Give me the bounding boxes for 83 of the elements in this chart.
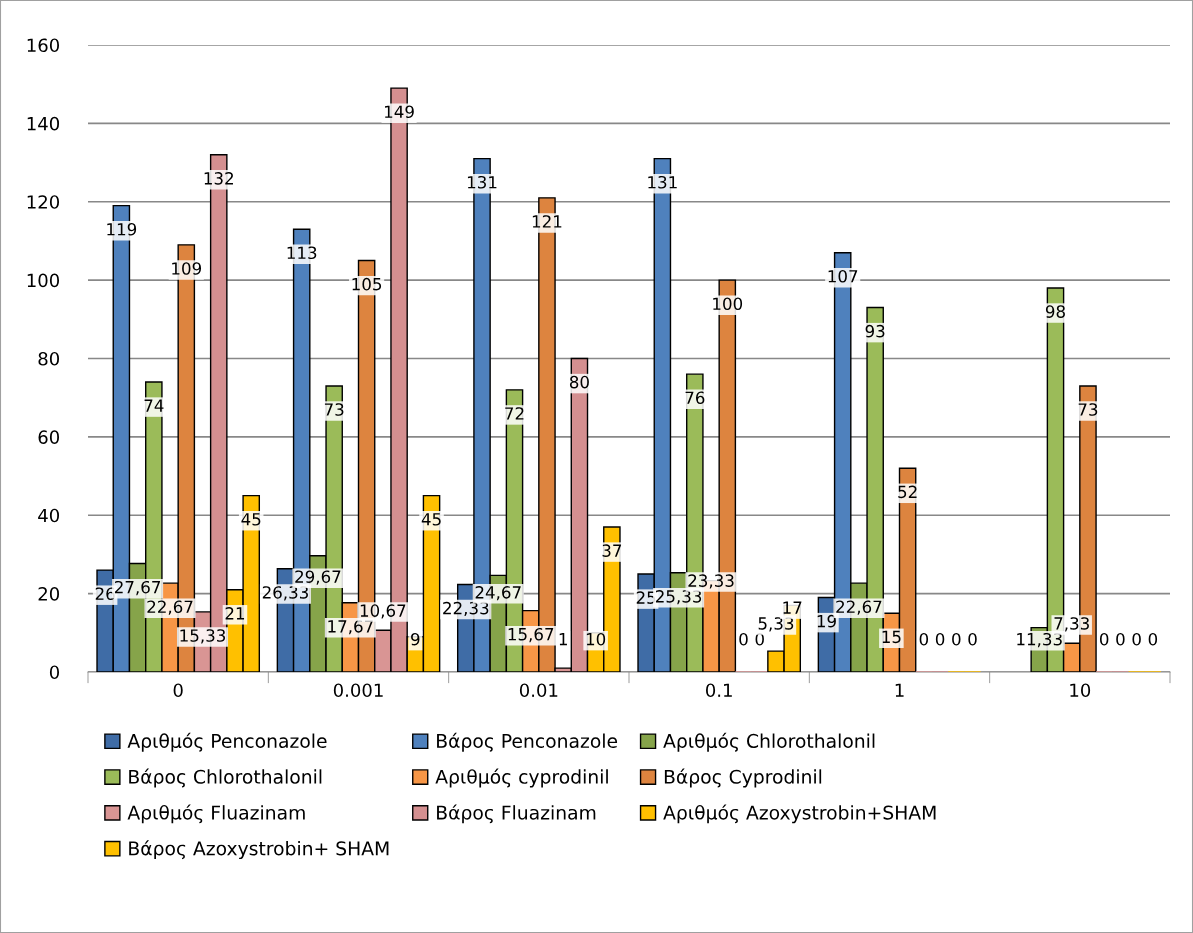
- data-label: 24,67: [475, 586, 521, 601]
- data-label: 109: [172, 262, 202, 275]
- data-label: 93: [865, 324, 885, 338]
- data-label: 98: [1045, 305, 1065, 318]
- y-tick-label: 120: [27, 195, 60, 209]
- data-label: 22,67: [147, 600, 193, 615]
- data-label: 0: [1099, 632, 1109, 646]
- data-label: 105: [352, 277, 382, 291]
- data-label: 19: [817, 614, 836, 628]
- data-label: 0: [1148, 632, 1158, 646]
- y-tick-label: 0: [49, 665, 60, 680]
- data-label: 0: [739, 632, 748, 646]
- data-label: 121: [532, 215, 562, 228]
- data-label: 15: [882, 630, 901, 644]
- data-label: 26,33: [262, 586, 308, 601]
- legend-label: Αριθμός Fluazinam: [127, 804, 305, 824]
- data-label: 7,33: [1054, 617, 1089, 632]
- legend-label: Βάρος Azoxystrobin+ SHAM: [129, 840, 389, 860]
- data-label: 5,33: [758, 617, 794, 632]
- legend-label: Αριθμός Penconazole: [127, 732, 327, 752]
- data-label: 27,67: [114, 580, 161, 596]
- data-label: 73: [1078, 403, 1098, 416]
- data-label: 0: [968, 632, 977, 646]
- y-tick-label: 40: [38, 508, 60, 523]
- data-label: 22,33: [443, 601, 489, 617]
- data-label: 25,33: [655, 590, 702, 605]
- data-label: 72: [505, 407, 524, 420]
- data-label: 45: [241, 513, 261, 526]
- data-label: 0: [952, 632, 961, 646]
- data-label: 74: [144, 399, 164, 412]
- y-tick-label: 20: [38, 587, 60, 601]
- data-label: 0: [755, 632, 764, 646]
- data-label: 149: [385, 105, 414, 119]
- data-label: 15,33: [180, 629, 226, 644]
- data-label: 23,33: [688, 574, 734, 589]
- data-label: 11,33: [1017, 632, 1062, 648]
- y-tick-label: 60: [38, 430, 60, 444]
- y-tick-label: 160: [27, 38, 60, 53]
- legend-label: Βάρος Fluazinam: [437, 804, 596, 824]
- data-label: 132: [204, 172, 233, 185]
- data-label: 0: [919, 632, 929, 646]
- y-tick-label: 100: [27, 273, 60, 288]
- data-label: 80: [569, 375, 589, 389]
- data-label: 119: [107, 222, 137, 236]
- data-label: 0: [1132, 632, 1141, 646]
- data-label: 1: [559, 633, 567, 646]
- data-label: 9: [411, 632, 420, 646]
- x-tick-label: 1: [895, 683, 904, 697]
- data-label: 29,67: [295, 570, 341, 585]
- x-tick-label: 10: [1070, 683, 1091, 698]
- data-label: 10,67: [360, 604, 406, 619]
- data-label: 37: [602, 544, 622, 557]
- data-label: 131: [467, 175, 497, 189]
- x-tick-label: 0.01: [519, 683, 558, 698]
- data-label: 52: [898, 485, 917, 499]
- data-label: 17: [783, 601, 802, 614]
- data-label: 15,67: [508, 627, 554, 643]
- y-tick-label: 140: [27, 116, 60, 131]
- data-label: 73: [324, 403, 344, 416]
- legend-label: Αριθμός Chlorothalonil: [663, 732, 875, 752]
- x-tick-label: 0.001: [333, 683, 383, 698]
- data-label: 100: [713, 297, 743, 311]
- data-label: 113: [287, 246, 317, 260]
- legend-label: Αριθμός Azoxystrobin+SHAM: [663, 804, 936, 824]
- data-label: 107: [828, 270, 858, 283]
- legend-label: Βάρος Cyprodinil: [664, 768, 822, 788]
- data-label: 25: [636, 591, 656, 604]
- data-label: 26: [95, 587, 115, 601]
- data-label: 45: [421, 513, 441, 526]
- data-label: 10: [586, 632, 606, 646]
- data-label: 17,67: [328, 620, 373, 635]
- data-label: 131: [648, 175, 677, 189]
- data-label: 0: [1116, 632, 1125, 646]
- y-tick-label: 80: [38, 351, 60, 366]
- legend-label: Βάρος Chlorothalonil: [129, 768, 322, 788]
- data-label: 22,67: [836, 600, 882, 615]
- x-tick-label: 0: [173, 683, 183, 698]
- data-label: 21: [225, 607, 245, 620]
- legend-label: Αριθμός cyprodinil: [435, 768, 608, 788]
- data-label: 0: [935, 632, 945, 646]
- data-label: 76: [685, 391, 705, 405]
- legend-label: Βάρος Penconazole: [437, 732, 618, 752]
- x-tick-label: 0.1: [706, 683, 732, 698]
